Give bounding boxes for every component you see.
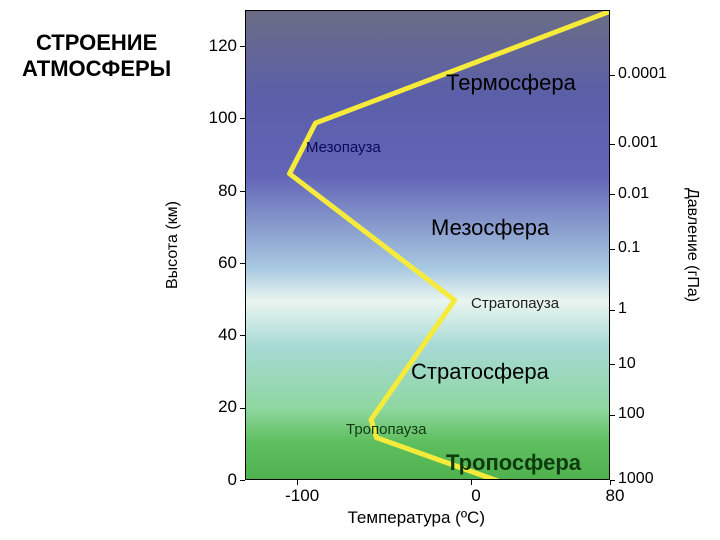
layer-label-3: Стратопауза xyxy=(471,295,559,312)
y-right-tickmark xyxy=(610,364,615,365)
y-left-axis-label: Высота (км) xyxy=(164,165,182,325)
y-right-tick: 0.0001 xyxy=(618,65,667,83)
y-left-tick: 0 xyxy=(197,470,237,490)
y-left-tickmark xyxy=(240,263,245,264)
y-right-tick: 100 xyxy=(618,405,645,423)
y-right-axis-label: Давление (гПа) xyxy=(683,155,701,335)
y-right-tick: 10 xyxy=(618,355,636,373)
y-left-tick: 20 xyxy=(197,397,237,417)
y-left-tick: 40 xyxy=(197,325,237,345)
x-tick: 0 xyxy=(456,486,496,506)
x-tick: -100 xyxy=(282,486,322,506)
x-tickmark xyxy=(471,480,472,485)
y-left-tickmark xyxy=(240,46,245,47)
y-right-tickmark xyxy=(610,249,615,250)
layer-label-5: Тропопауза xyxy=(346,421,427,438)
y-left-tick: 80 xyxy=(197,181,237,201)
y-right-tick: 0.001 xyxy=(618,134,658,152)
layer-label-1: Мезопауза xyxy=(306,139,381,156)
y-left-tickmark xyxy=(240,118,245,119)
y-right-tickmark xyxy=(610,415,615,416)
plot-area: Термосфера Мезопауза Мезосфера Стратопауза С… xyxy=(245,10,610,480)
y-left-tickmark xyxy=(240,480,245,481)
x-tick: 80 xyxy=(595,486,635,506)
page-title: СТРОЕНИЕАТМОСФЕРЫ xyxy=(22,30,171,83)
layer-label-0: Термосфера xyxy=(446,70,576,96)
y-right-tick: 0.1 xyxy=(618,239,640,257)
y-right-tickmark xyxy=(610,194,615,195)
y-right-tickmark xyxy=(610,144,615,145)
y-right-tick: 1 xyxy=(618,300,627,318)
y-left-tickmark xyxy=(240,408,245,409)
x-axis-label: Температура (ºС) xyxy=(348,508,486,528)
y-left-tickmark xyxy=(240,191,245,192)
y-right-tickmark xyxy=(610,75,615,76)
y-left-tick: 60 xyxy=(197,253,237,273)
layer-label-2: Мезосфера xyxy=(431,215,549,241)
y-left-tick: 120 xyxy=(197,36,237,56)
y-right-tick: 0.01 xyxy=(618,185,649,203)
x-tickmark xyxy=(297,480,298,485)
y-left-tickmark xyxy=(240,335,245,336)
layer-label-6: Тропосфера xyxy=(446,450,581,476)
x-tickmark xyxy=(610,480,611,485)
y-left-tick: 100 xyxy=(197,108,237,128)
y-right-tickmark xyxy=(610,310,615,311)
layer-label-4: Стратосфера xyxy=(411,359,549,385)
